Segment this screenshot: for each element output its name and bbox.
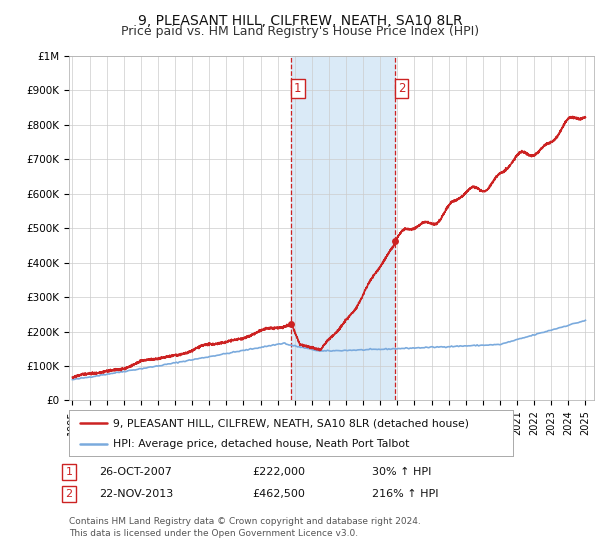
Text: £222,000: £222,000 [252,467,305,477]
Text: 9, PLEASANT HILL, CILFREW, NEATH, SA10 8LR: 9, PLEASANT HILL, CILFREW, NEATH, SA10 8… [137,14,463,28]
Text: 26-OCT-2007: 26-OCT-2007 [99,467,172,477]
Text: 2: 2 [398,82,406,95]
Bar [292,56,395,400]
Text: 216% ↑ HPI: 216% ↑ HPI [372,489,439,499]
Text: 9, PLEASANT HILL, CILFREW, NEATH, SA10 8LR (detached house): 9, PLEASANT HILL, CILFREW, NEATH, SA10 8… [113,418,469,428]
Text: 1: 1 [294,82,302,95]
Text: 22-NOV-2013: 22-NOV-2013 [99,489,173,499]
Text: 1: 1 [65,467,73,477]
Text: Contains HM Land Registry data © Crown copyright and database right 2024.: Contains HM Land Registry data © Crown c… [69,517,421,526]
Text: HPI: Average price, detached house, Neath Port Talbot: HPI: Average price, detached house, Neat… [113,439,410,449]
Text: 30% ↑ HPI: 30% ↑ HPI [372,467,431,477]
Text: This data is licensed under the Open Government Licence v3.0.: This data is licensed under the Open Gov… [69,529,358,538]
Text: £462,500: £462,500 [252,489,305,499]
Text: 2: 2 [65,489,73,499]
Text: Price paid vs. HM Land Registry's House Price Index (HPI): Price paid vs. HM Land Registry's House … [121,25,479,38]
